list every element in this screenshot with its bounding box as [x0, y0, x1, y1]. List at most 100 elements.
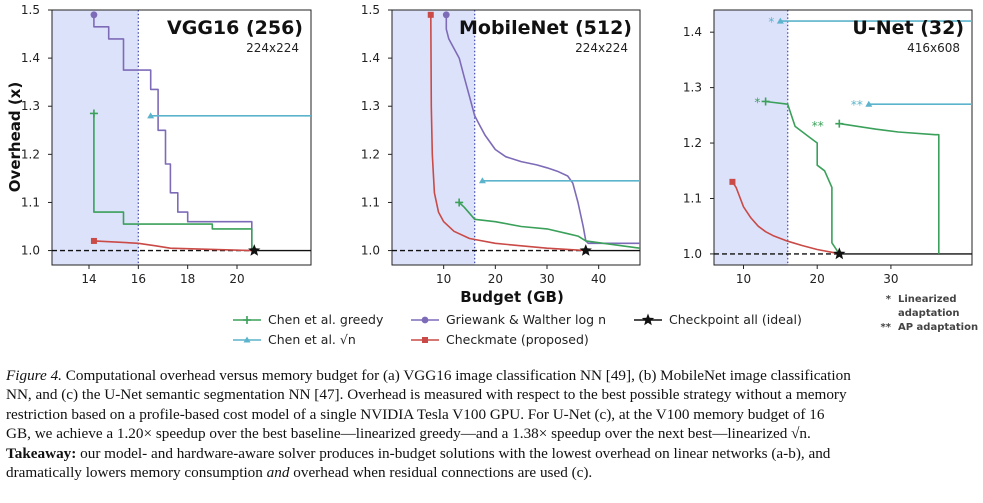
chart-title: MobileNet (512)	[459, 17, 632, 39]
series-marker-sqrt	[865, 100, 873, 107]
y-tick-label: 1.1	[21, 195, 40, 209]
y-tick-label: 1.1	[361, 195, 380, 209]
x-tick-label: 14	[81, 272, 96, 286]
series-marker-greedy	[89, 109, 98, 118]
x-tick-label: 10	[436, 272, 451, 286]
budget-region	[52, 10, 139, 265]
annotation-legend-symbol: *	[886, 294, 892, 305]
legend-marker	[641, 313, 655, 326]
chart-title: VGG16 (256)	[167, 17, 303, 39]
y-tick-label: 1.3	[361, 99, 380, 113]
y-tick-label: 1.3	[683, 81, 702, 95]
series-line-greedy	[458, 201, 641, 249]
series-line-griewank	[93, 14, 253, 251]
series-marker-checkmate	[729, 178, 736, 185]
legend-marker	[421, 316, 429, 324]
legend: Chen et al. greedy Chen et al. √n Griewank…	[233, 312, 802, 347]
caption-line-4: GB, we achieve a 1.20× speedup over the …	[6, 425, 811, 443]
series-line-checkmate	[429, 14, 586, 252]
caption-line-2: NN, and (c) the U-Net semantic segmentat…	[6, 386, 847, 404]
caption-line-3: restriction based on a profile-based cos…	[6, 405, 825, 423]
series-line-greedy	[93, 113, 253, 251]
caption-line-6-emph: and	[266, 464, 290, 482]
annotation-legend-label: AP adaptation	[898, 322, 978, 333]
legend-label: Checkpoint all (ideal)	[669, 312, 802, 327]
budget-region	[392, 10, 475, 265]
ideal-star-marker	[833, 247, 846, 260]
annotation-legend-label: Linearized	[898, 294, 957, 305]
y-tick-label: 1.4	[21, 51, 40, 65]
chart-panel-1: 14 16 18 20 1.0 1.1 1.2 1.3 1.4 1.5 VGG16 (256) 224…	[21, 3, 312, 286]
x-tick-label: 18	[180, 272, 195, 286]
y-tick-label: 1.2	[361, 147, 380, 161]
annotation-asterisk: **	[812, 119, 824, 133]
chart-subtitle: 224x224	[575, 41, 628, 55]
annotation-legend-symbol: **	[881, 322, 892, 333]
series-marker-griewank	[90, 11, 98, 19]
chart-subtitle: 416x608	[907, 41, 960, 55]
x-tick-label: 30	[539, 272, 554, 286]
caption-line-5: our model- and hardware-aware solver pro…	[76, 444, 831, 462]
series-marker-sqrt	[478, 177, 486, 184]
annotation-legend-label: adaptation	[898, 308, 960, 319]
figure: 14 16 18 20 1.0 1.1 1.2 1.3 1.4 1.5 VGG16 (256) 224…	[6, 3, 979, 347]
y-axis-label: Overhead (x)	[6, 82, 24, 192]
legend-label: Chen et al. √n	[268, 332, 356, 347]
y-tick-label: 1.4	[683, 25, 702, 39]
annotation-asterisk: **	[851, 98, 863, 112]
axes-frame	[713, 9, 973, 266]
series-marker-sqrt	[147, 112, 155, 119]
series-line-greedy	[839, 122, 940, 254]
x-tick-label: 40	[591, 272, 606, 286]
series-marker-griewank	[442, 11, 450, 19]
legend-item-griewank: Griewank & Walther log n	[411, 312, 606, 327]
x-axis-label: Budget (GB)	[460, 288, 564, 306]
legend-marker	[243, 336, 251, 343]
series-line-checkmate	[93, 240, 252, 252]
x-tick-label: 10	[736, 272, 751, 286]
caption-takeaway-label: Takeaway:	[6, 444, 77, 462]
figure-caption: Figure 4. Computational overhead versus …	[6, 366, 978, 482]
caption-line-6a: dramatically lowers memory consumption	[6, 464, 267, 482]
x-tick-label: 30	[883, 272, 898, 286]
annotation-asterisk: *	[754, 95, 760, 109]
y-tick-label: 1.0	[683, 247, 702, 261]
legend-label: Chen et al. greedy	[268, 312, 384, 327]
y-tick-label: 1.5	[361, 3, 380, 17]
series-line-checkmate	[731, 181, 840, 255]
legend-item-checkmate: Checkmate (proposed)	[411, 332, 589, 347]
x-tick-label: 16	[131, 272, 146, 286]
legend-marker	[243, 316, 251, 324]
axes-frame	[391, 9, 641, 266]
y-tick-label: 1.1	[683, 191, 702, 205]
legend-label: Checkmate (proposed)	[446, 332, 589, 347]
chart-subtitle: 224x224	[246, 41, 299, 55]
ideal-star-marker	[579, 244, 592, 256]
series-marker-checkmate	[427, 11, 434, 18]
series-marker-greedy	[761, 97, 770, 106]
series-marker-greedy	[455, 198, 464, 207]
caption-line-1: Computational overhead versus memory bud…	[61, 367, 851, 384]
legend-label: Griewank & Walther log n	[446, 312, 606, 327]
axes-frame	[51, 9, 312, 266]
y-tick-label: 1.5	[21, 3, 40, 17]
y-tick-label: 1.0	[21, 244, 40, 258]
series-marker-sqrt	[776, 17, 784, 24]
annotation-legend: * Linearized adaptation ** AP adaptation	[881, 294, 979, 333]
legend-marker	[422, 337, 428, 343]
y-tick-label: 1.2	[683, 136, 702, 150]
legend-item-ideal: Checkpoint all (ideal)	[634, 312, 802, 327]
caption-figure-label: Figure 4.	[6, 367, 62, 384]
annotation-asterisk: *	[768, 15, 774, 29]
legend-item-greedy: Chen et al. greedy	[233, 312, 384, 327]
budget-region	[714, 10, 788, 265]
chart-panel-2: 10 20 30 40 1.0 1.1 1.2 1.3 1.4 1.5 MobileNet (512…	[361, 3, 641, 286]
x-tick-label: 20	[229, 272, 244, 286]
series-marker-greedy	[835, 119, 844, 128]
chart-panel-3: 10 20 301.01.11.21.31.4** ****U-Net (32)416…	[683, 9, 973, 286]
series-line-griewank	[445, 14, 640, 245]
ideal-star-marker	[248, 244, 261, 256]
y-tick-label: 1.3	[21, 99, 40, 113]
x-tick-label: 20	[810, 272, 825, 286]
x-tick-label: 20	[488, 272, 503, 286]
